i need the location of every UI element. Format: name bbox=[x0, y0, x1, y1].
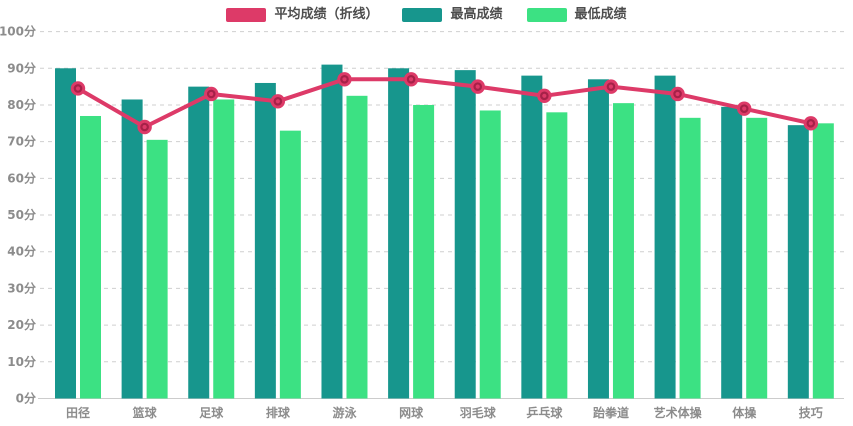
average-point-4[interactable] bbox=[337, 72, 352, 87]
y-axis-tick-label: 20分 bbox=[7, 317, 36, 332]
max-bar-3[interactable] bbox=[254, 82, 276, 399]
legend-label: 平均成绩（折线） bbox=[274, 7, 379, 22]
y-axis-tick-label: 10分 bbox=[7, 354, 36, 369]
min-bar-3[interactable] bbox=[279, 130, 301, 399]
y-axis-tick-label: 50分 bbox=[7, 207, 36, 222]
x-axis-label: 羽毛球 bbox=[460, 405, 497, 420]
y-axis-tick-label: 30分 bbox=[7, 280, 36, 295]
min-bar-0[interactable] bbox=[80, 115, 101, 399]
x-axis-label: 足球 bbox=[199, 405, 224, 420]
min-bar-5[interactable] bbox=[413, 104, 435, 399]
max-bar-8[interactable] bbox=[587, 79, 609, 399]
y-axis-tick-label: 0分 bbox=[16, 391, 36, 406]
max-bar-0[interactable] bbox=[55, 68, 76, 399]
max-bar-4[interactable] bbox=[321, 64, 343, 399]
x-axis-label: 体操 bbox=[732, 405, 757, 420]
max-bar-2[interactable] bbox=[188, 86, 210, 399]
max-bar-10[interactable] bbox=[721, 106, 743, 399]
average-point-3[interactable] bbox=[270, 94, 286, 109]
legend-item-2[interactable]: 最低成绩 bbox=[526, 7, 627, 22]
legend-label: 最低成绩 bbox=[574, 7, 627, 22]
y-axis-tick-label: 60分 bbox=[7, 170, 36, 185]
max-bar-6[interactable] bbox=[454, 70, 476, 399]
y-axis-tick-label: 40分 bbox=[7, 244, 36, 259]
legend-swatch-icon bbox=[402, 8, 443, 22]
average-point-8[interactable] bbox=[603, 79, 619, 94]
y-axis-tick-label: 100分 bbox=[0, 24, 36, 39]
min-bar-6[interactable] bbox=[479, 110, 501, 399]
legend-swatch-icon bbox=[226, 8, 267, 22]
x-axis-label: 技巧 bbox=[799, 405, 823, 420]
average-line[interactable] bbox=[76, 77, 813, 129]
legend-item-0[interactable]: 平均成绩（折线） bbox=[226, 8, 378, 22]
x-axis-label: 篮球 bbox=[132, 405, 158, 420]
max-bar-1[interactable] bbox=[121, 99, 143, 399]
min-bar-2[interactable] bbox=[213, 99, 235, 399]
x-axis-label: 田径 bbox=[66, 405, 90, 420]
average-point-10[interactable] bbox=[737, 101, 752, 116]
average-point-11[interactable] bbox=[803, 116, 819, 131]
min-bar-11[interactable] bbox=[812, 123, 834, 399]
min-bar-9[interactable] bbox=[679, 117, 701, 399]
average-point-2[interactable] bbox=[204, 86, 219, 102]
max-bar-5[interactable] bbox=[388, 68, 410, 399]
x-axis-label: 游泳 bbox=[332, 405, 357, 420]
legend: 平均成绩（折线） 最高成绩 最低成绩 bbox=[0, 8, 853, 22]
legend-swatch-icon bbox=[526, 8, 567, 22]
y-axis-tick-label: 90分 bbox=[7, 60, 36, 75]
min-bar-8[interactable] bbox=[612, 103, 634, 399]
min-bar-4[interactable] bbox=[346, 95, 368, 399]
average-point-9[interactable] bbox=[670, 86, 685, 102]
legend-item-1[interactable]: 最高成绩 bbox=[402, 7, 503, 22]
min-bar-10[interactable] bbox=[746, 117, 768, 399]
y-axis-tick-label: 80分 bbox=[7, 97, 36, 112]
x-axis-label: 乒乓球 bbox=[526, 405, 563, 420]
min-bar-7[interactable] bbox=[546, 112, 568, 399]
x-axis-label: 排球 bbox=[266, 405, 291, 420]
average-point-5[interactable] bbox=[403, 72, 419, 87]
average-point-1[interactable] bbox=[137, 119, 152, 135]
x-axis-label: 艺术体操 bbox=[654, 405, 703, 420]
legend-label: 最高成绩 bbox=[450, 7, 503, 22]
x-axis-label: 跆拳道 bbox=[593, 405, 629, 420]
average-point-0[interactable] bbox=[70, 81, 86, 96]
min-bar-1[interactable] bbox=[146, 139, 168, 399]
y-axis-tick-label: 70分 bbox=[7, 134, 36, 149]
max-bar-7[interactable] bbox=[521, 75, 543, 399]
average-point-6[interactable] bbox=[470, 79, 485, 94]
average-point-7[interactable] bbox=[537, 88, 552, 104]
x-axis-label: 网球 bbox=[399, 405, 424, 420]
max-bar-9[interactable] bbox=[654, 75, 676, 399]
max-bar-11[interactable] bbox=[787, 125, 809, 399]
